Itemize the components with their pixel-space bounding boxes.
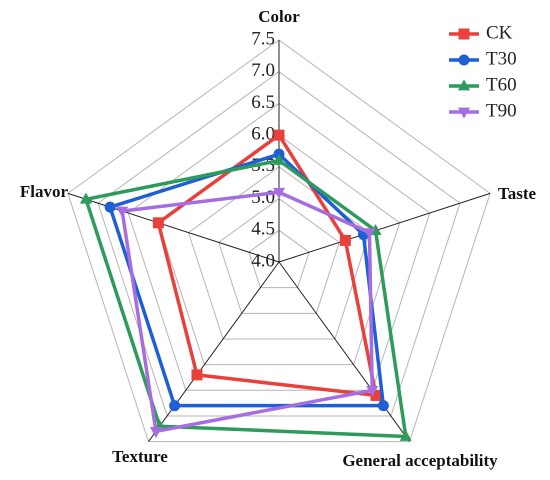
category-label: Taste [498, 184, 537, 203]
r-tick-label: 6.5 [251, 92, 275, 113]
grid-line [187, 166, 371, 340]
category-label: Flavor [20, 182, 69, 201]
r-tick-label: 7.0 [251, 60, 275, 81]
data-point [363, 228, 376, 240]
legend-marker [457, 107, 471, 119]
data-point [273, 129, 285, 141]
legend-label: CK [486, 22, 513, 43]
legend-label: T30 [486, 48, 517, 69]
data-point [104, 201, 116, 213]
data-point [370, 389, 382, 401]
series-line [156, 132, 379, 398]
r-tick-label: 6.0 [251, 124, 275, 145]
r-tick-label: 5.0 [251, 187, 275, 208]
data-point [272, 153, 286, 165]
data-point [152, 217, 164, 229]
data-point [339, 234, 351, 246]
data-point [169, 400, 181, 412]
grid-line [248, 229, 310, 289]
data-point [79, 192, 93, 204]
grid-line [218, 197, 340, 314]
data-point [116, 206, 129, 218]
series-line [83, 158, 408, 439]
series-line [120, 190, 374, 434]
axis-spoke [67, 192, 280, 263]
legend-marker [457, 79, 471, 91]
r-tick-label: 4.0 [251, 250, 275, 271]
legend-label: T90 [486, 100, 517, 121]
axis-spoke [278, 261, 410, 442]
data-point [191, 369, 203, 381]
axis-spoke [148, 261, 280, 442]
category-label: Texture [112, 447, 168, 466]
r-tick-label: 7.5 [251, 28, 275, 49]
legend-marker [458, 28, 470, 40]
axis-spoke [278, 192, 491, 263]
legend-label: T60 [486, 74, 517, 95]
data-point [366, 385, 379, 397]
r-tick-label: 4.5 [251, 219, 275, 240]
data-point [149, 426, 163, 438]
data-point [399, 429, 412, 441]
grid-line [97, 71, 461, 417]
data-point [377, 400, 389, 412]
grid-line [67, 39, 491, 443]
series-line [107, 152, 386, 408]
data-point [272, 187, 286, 199]
category-label: General acceptability [342, 451, 498, 470]
category-label: Color [258, 7, 300, 26]
legend-marker [458, 54, 470, 66]
